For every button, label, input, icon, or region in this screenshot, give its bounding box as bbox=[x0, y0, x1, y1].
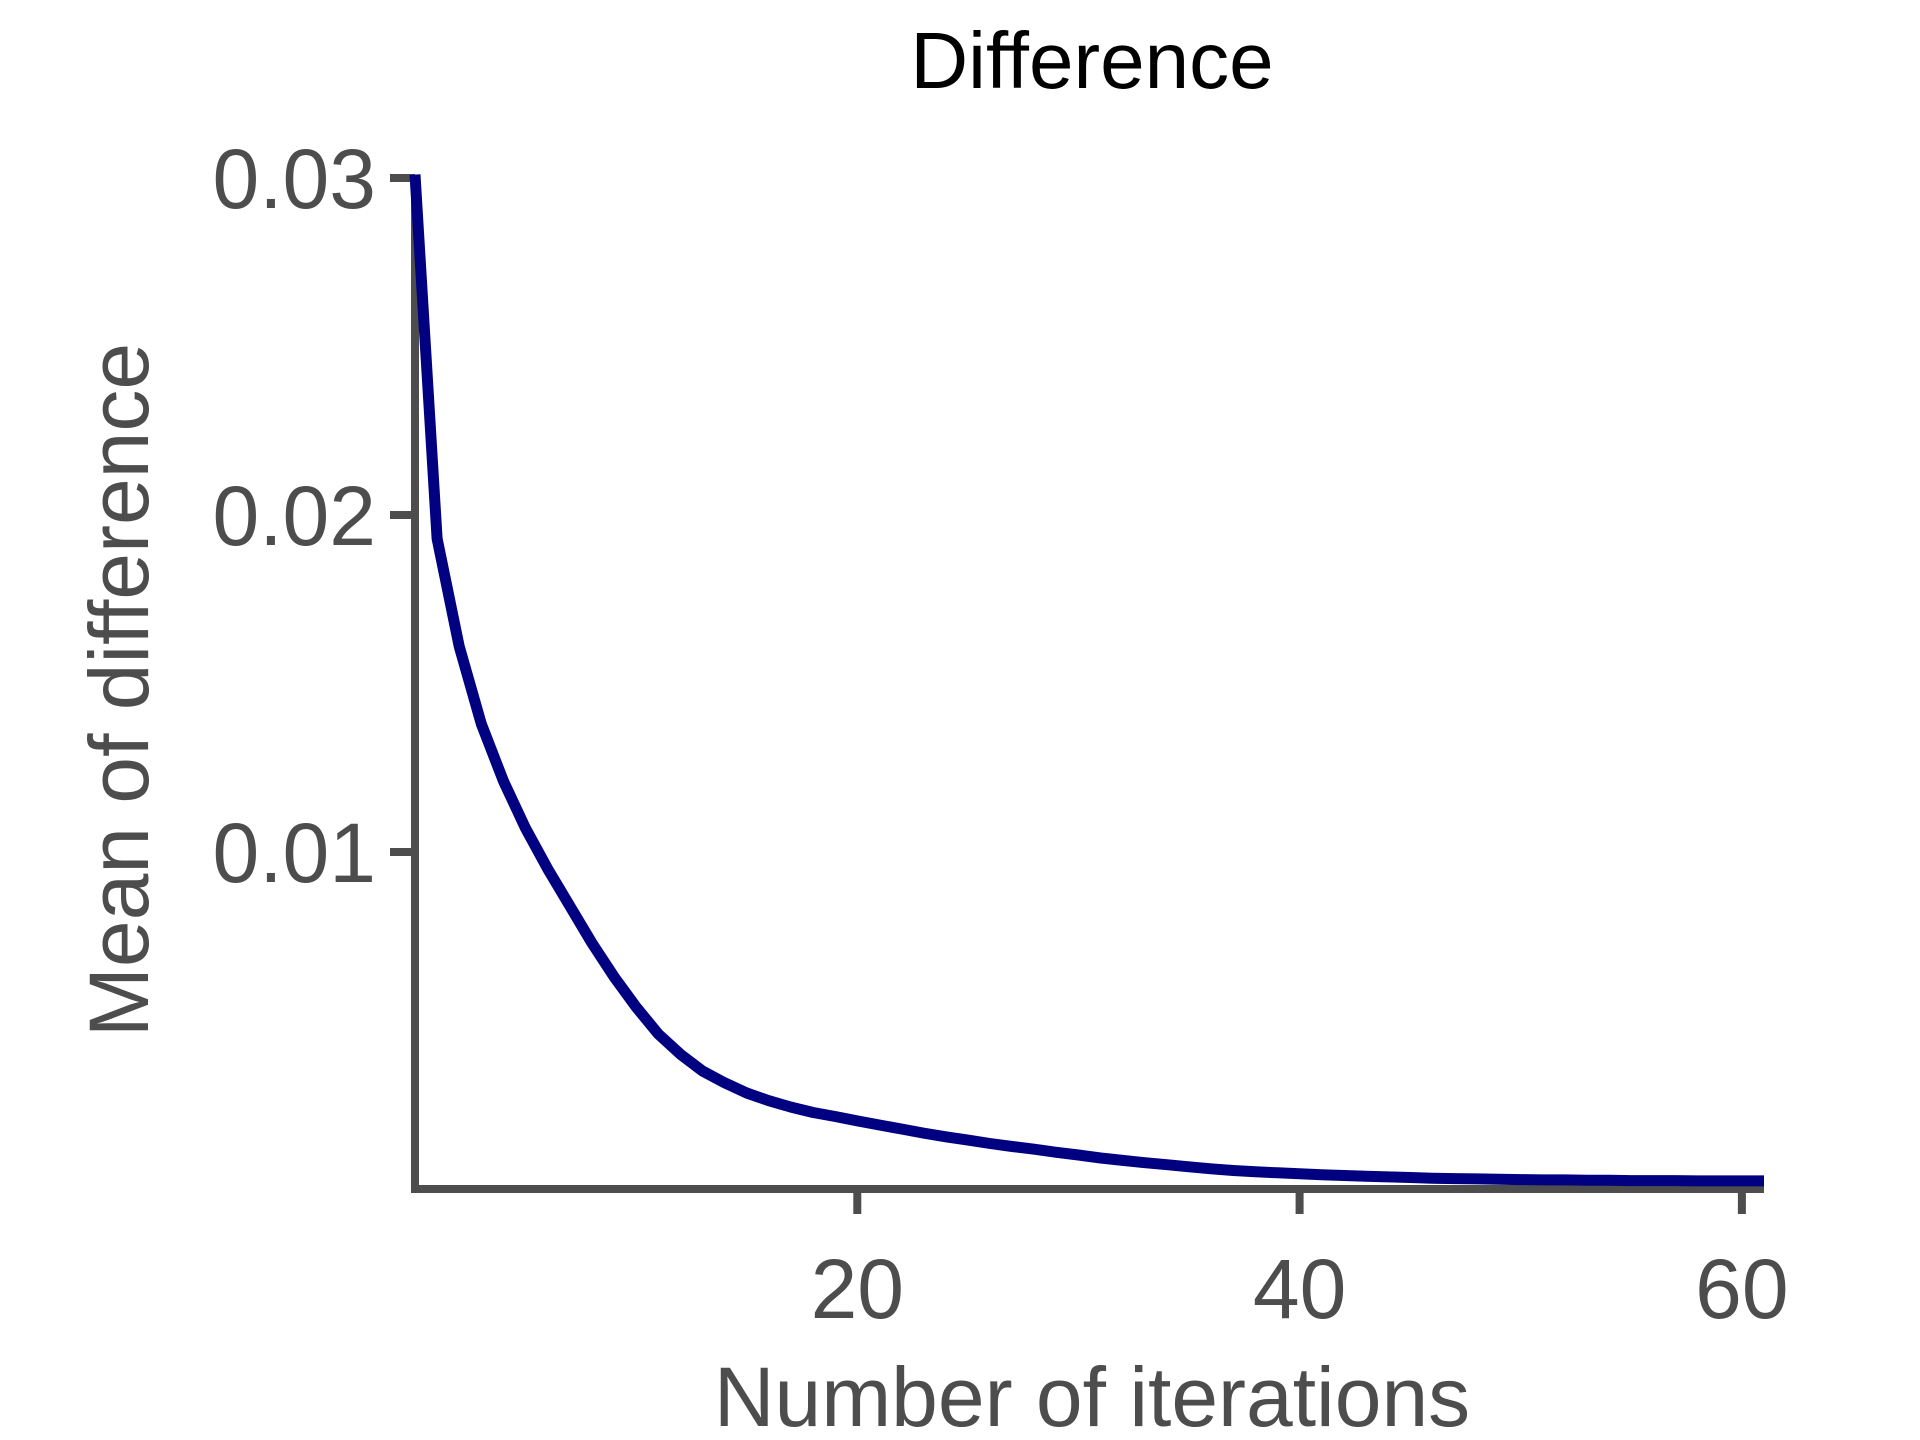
y-tick-label: 0.02 bbox=[213, 469, 377, 563]
y-axis-ticks: 0.01 0.02 0.03 bbox=[213, 132, 415, 900]
series-line bbox=[409, 174, 1764, 1187]
x-tick-label: 60 bbox=[1695, 1242, 1788, 1336]
y-tick-label: 0.03 bbox=[213, 132, 377, 226]
chart-title: Difference bbox=[910, 16, 1273, 105]
x-axis-label: Number of iterations bbox=[714, 1350, 1470, 1440]
x-tick-label: 40 bbox=[1253, 1242, 1346, 1336]
x-axis-ticks: 20 40 60 bbox=[811, 1189, 1789, 1336]
y-tick-label: 0.01 bbox=[213, 806, 377, 900]
y-axis-label: Mean of difference bbox=[72, 343, 166, 1037]
series-group bbox=[409, 174, 1764, 1187]
x-tick-label: 20 bbox=[811, 1242, 904, 1336]
